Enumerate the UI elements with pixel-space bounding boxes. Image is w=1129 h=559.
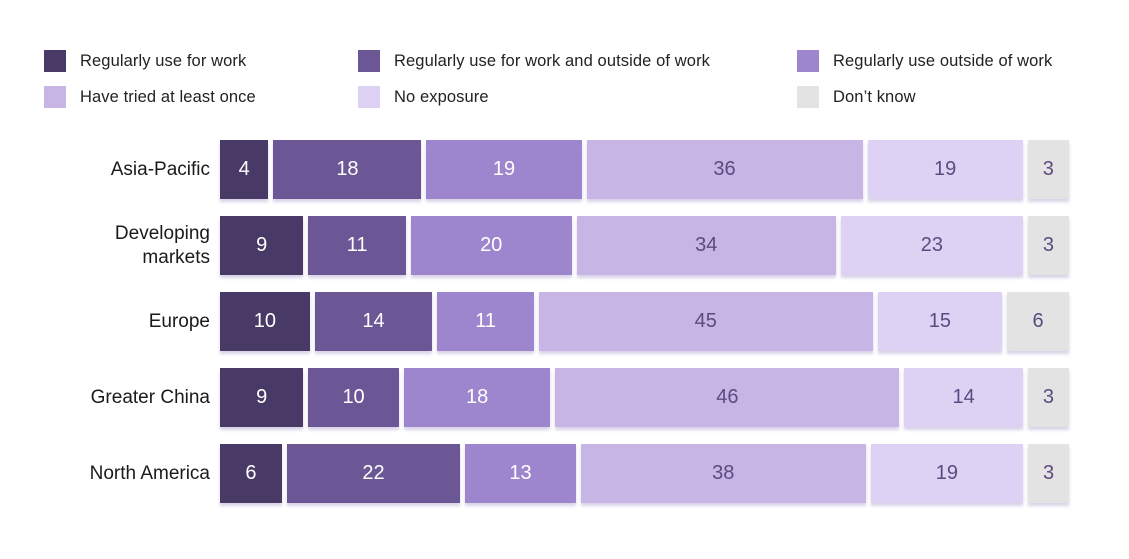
bar-track: 10 14 11 45 15 6 [220,292,1069,351]
bar-track: 9 11 20 34 23 3 [220,216,1069,275]
chart-row: Developing markets 9 11 20 34 23 3 [60,216,1069,275]
chart-row: North America 6 22 13 38 19 3 [60,444,1069,503]
legend-item: Regularly use for work [44,50,358,72]
bar-track: 4 18 19 36 19 3 [220,140,1069,199]
legend-item: No exposure [358,86,797,108]
row-label: Asia-Pacific [110,158,210,180]
bar-segment: 45 [538,292,873,351]
bar-segment: 18 [273,140,422,199]
bar-segment: 20 [410,216,572,275]
row-label: Greater China [90,386,210,408]
legend-label: Regularly use for work and outside of wo… [394,51,711,70]
bar-segment: 3 [1028,444,1069,503]
bar-segment: 18 [403,368,551,427]
row-label: Developing markets [114,222,210,268]
legend-swatch [44,50,66,72]
bar-segment: 11 [308,216,406,275]
bar-segment: 15 [877,292,1003,351]
legend-item: Have tried at least once [44,86,358,108]
bar-segment: 13 [465,444,576,503]
bar-segment: 3 [1027,368,1070,427]
legend-label: Don’t know [833,87,916,106]
row-label: North America [89,462,210,484]
chart-row: Greater China 9 10 18 46 14 3 [60,368,1070,427]
bar-segment: 19 [867,140,1023,199]
bar-segment: 9 [220,368,304,427]
bar-segment: 10 [220,292,310,351]
legend: Regularly use for work Regularly use for … [44,50,1109,108]
bar-segment: 9 [220,216,304,275]
bar-segment: 36 [586,140,863,199]
legend-swatch [358,50,380,72]
legend-label: No exposure [394,87,489,106]
bar-segment: 3 [1027,140,1069,199]
chart-row: Europe 10 14 11 45 15 6 [60,292,1069,351]
bar-segment: 38 [580,444,866,503]
bar-segment: 46 [555,368,900,427]
bar-segment: 3 [1027,216,1069,275]
bar-segment: 22 [286,444,461,503]
legend-swatch [797,86,819,108]
bar-segment: 4 [220,140,269,199]
legend-swatch [358,86,380,108]
bar-track: 6 22 13 38 19 3 [220,444,1069,503]
bar-segment: 23 [840,216,1023,275]
bar-segment: 19 [870,444,1024,503]
legend-item: Don’t know [797,86,1109,108]
legend-item: Regularly use for work and outside of wo… [358,50,797,72]
bar-segment: 19 [426,140,582,199]
stacked-bar-chart: Asia-Pacific 4 18 19 36 19 3 Developing markets… [60,140,1070,503]
legend-label: Regularly use for work [80,51,247,70]
legend-swatch [44,86,66,108]
bar-segment: 11 [437,292,534,351]
legend-swatch [797,50,819,72]
legend-label: Have tried at least once [80,87,256,106]
bar-segment: 10 [308,368,399,427]
row-label: Europe [148,310,210,332]
bar-segment: 14 [314,292,433,351]
bar-segment: 34 [576,216,836,275]
bar-segment: 6 [1007,292,1069,351]
bar-track: 9 10 18 46 14 3 [220,368,1070,427]
bar-segment: 14 [904,368,1023,427]
bar-segment: 6 [220,444,282,503]
legend-item: Regularly use outside of work [797,50,1109,72]
chart-row: Asia-Pacific 4 18 19 36 19 3 [60,140,1069,199]
legend-label: Regularly use outside of work [833,51,1053,70]
